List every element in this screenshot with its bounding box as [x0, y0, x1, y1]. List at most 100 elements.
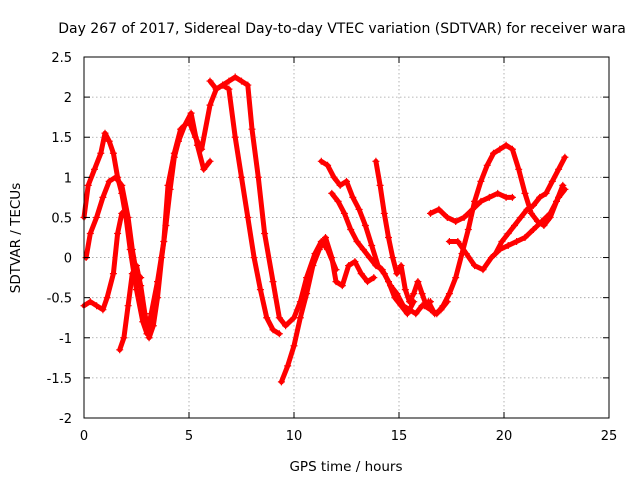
data-point-marker: [559, 181, 567, 189]
data-point-marker: [219, 81, 227, 89]
x-tick-label: 0: [80, 429, 88, 444]
data-point-marker: [359, 246, 367, 254]
data-point-marker: [181, 121, 189, 129]
data-point-marker: [343, 177, 350, 185]
series-sat-k: [420, 141, 567, 318]
data-point-marker: [345, 262, 353, 270]
data-point-marker: [250, 254, 258, 262]
data-point-marker: [290, 342, 298, 350]
data-point-marker: [538, 217, 546, 225]
y-tick-label: 1.5: [51, 131, 72, 146]
data-point-marker: [114, 229, 122, 237]
data-point-marker: [99, 193, 107, 201]
series-sat-m: [492, 153, 569, 258]
data-point-marker: [137, 282, 145, 290]
data-point-marker: [529, 201, 537, 209]
data-point-marker: [452, 274, 460, 282]
data-point-marker: [462, 250, 470, 258]
data-point-marker: [332, 278, 340, 286]
data-point-marker: [410, 290, 418, 298]
data-point-marker: [206, 77, 214, 85]
series-line: [329, 190, 417, 317]
data-point-marker: [158, 254, 166, 262]
data-point-marker: [109, 270, 117, 278]
data-point-marker: [483, 161, 491, 169]
ticks: [83, 56, 610, 419]
data-point-marker: [370, 274, 378, 282]
data-point-marker: [511, 221, 518, 229]
y-tick-label: 2.5: [51, 51, 72, 66]
data-point-marker: [317, 157, 325, 165]
data-point-marker: [303, 290, 311, 298]
x-tick-label: 15: [391, 429, 408, 444]
data-point-marker: [555, 193, 563, 201]
data-point-marker: [536, 193, 544, 201]
data-point-marker: [439, 302, 447, 310]
x-tick-labels: 0 5 10 15 20 25: [80, 429, 617, 444]
data-point-marker: [427, 209, 434, 217]
y-tick-label: -1.5: [47, 372, 72, 387]
data-point-marker: [445, 290, 453, 298]
data-point-marker: [206, 101, 214, 109]
data-point-marker: [523, 205, 531, 213]
data-point-marker: [351, 258, 359, 266]
data-point-marker: [347, 225, 355, 233]
data-point-marker: [284, 362, 292, 370]
data-point-marker: [357, 270, 365, 278]
series-sat-g: [317, 157, 451, 318]
data-point-marker: [412, 310, 420, 318]
data-point-marker: [145, 334, 153, 342]
x-tick-label: 20: [496, 429, 513, 444]
data-point-marker: [521, 234, 529, 241]
y-tick-label: 1: [64, 171, 72, 186]
data-point-marker: [479, 266, 487, 274]
data-point-marker: [128, 246, 136, 254]
data-point-marker: [471, 197, 479, 205]
data-point-marker: [187, 109, 195, 117]
data-point-marker: [336, 181, 344, 189]
data-point-marker: [315, 246, 323, 254]
data-point-marker: [231, 133, 239, 141]
data-point-marker: [380, 209, 388, 217]
data-point-marker: [401, 286, 409, 294]
data-point-marker: [93, 213, 101, 221]
data-point-marker: [238, 77, 245, 85]
data-point-marker: [504, 242, 512, 250]
data-point-marker: [521, 189, 529, 197]
data-point-marker: [508, 145, 516, 153]
data-point-marker: [212, 85, 220, 93]
data-point-marker: [296, 314, 304, 322]
plot-area: [83, 56, 610, 419]
series-sat-f: [277, 234, 378, 386]
data-point-marker: [389, 254, 397, 262]
data-point-marker: [364, 278, 371, 286]
series-group: [80, 73, 569, 386]
data-point-marker: [282, 322, 290, 330]
data-point-marker: [385, 278, 392, 286]
data-point-marker: [254, 173, 262, 181]
data-point-marker: [133, 270, 140, 278]
data-point-marker: [460, 213, 468, 221]
x-tick-label: 10: [286, 429, 303, 444]
data-point-marker: [338, 282, 346, 290]
data-point-marker: [124, 302, 132, 310]
data-point-marker: [328, 254, 336, 262]
data-point-marker: [443, 213, 451, 221]
data-point-marker: [477, 197, 485, 205]
data-point-marker: [427, 306, 434, 314]
data-point-marker: [366, 254, 374, 262]
data-point-marker: [372, 157, 380, 165]
series-sat-c: [116, 109, 214, 354]
data-point-marker: [137, 274, 145, 282]
data-point-marker: [105, 137, 113, 145]
series-line: [493, 154, 568, 256]
data-point-marker: [97, 149, 105, 157]
data-point-marker: [309, 262, 317, 270]
data-point-marker: [546, 209, 554, 217]
series-line: [421, 142, 566, 317]
data-point-marker: [561, 153, 569, 161]
data-point-marker: [86, 229, 94, 237]
data-point-marker: [238, 173, 245, 181]
data-point-marker: [263, 314, 271, 322]
data-point-marker: [397, 302, 405, 310]
